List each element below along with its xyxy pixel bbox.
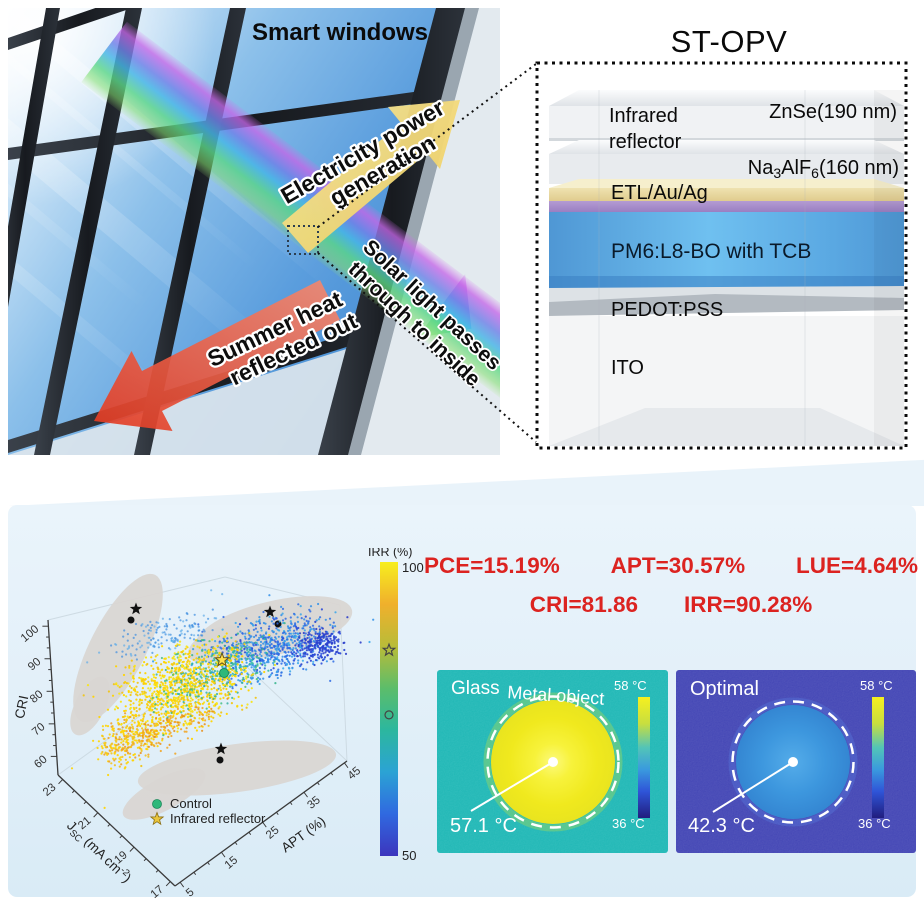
thermal-glass-panel: Glass Metal object 58 °C 36 °C 57.1 °C: [437, 670, 668, 853]
metrics-row1: PCE=15.19% APT=30.57% LUE=4.64%: [424, 553, 918, 579]
zoom-region-box: [287, 225, 319, 255]
z-axis-label: CRI: [12, 694, 31, 720]
layer-znse-top: [549, 90, 904, 106]
rainbow-beam: [81, 21, 500, 444]
device-title: ST-OPV: [671, 24, 788, 59]
side-shade: [874, 90, 904, 446]
layer-purple: [549, 201, 904, 212]
label-cryolite: Na3AlF6(160 nm): [748, 157, 899, 181]
svg-text:5: 5: [184, 886, 197, 899]
temp-reading: 42.3 °C: [688, 815, 755, 837]
svg-text:50: 50: [402, 848, 416, 863]
label-infrared-1: Infrared: [609, 105, 678, 127]
layer-separator: [549, 138, 904, 141]
projection-shadows: [70, 573, 353, 820]
window-photo: [8, 8, 500, 455]
heat-arrow: [94, 280, 340, 431]
window-mullion: [34, 8, 142, 455]
window-mullion: [8, 8, 60, 307]
svg-text:Control: Control: [170, 796, 212, 811]
temp-pointer-line: [712, 761, 794, 813]
label-ito: ITO: [611, 357, 644, 379]
shadow-dot-marker: [216, 756, 224, 764]
shadow-dot-marker: [127, 616, 135, 624]
thermal-colorbar: [872, 697, 884, 818]
y-axis-label: APT (%): [278, 813, 328, 855]
thermal-optimal-panel: Optimal 58 °C 36 °C 42.3 °C: [676, 670, 916, 853]
label-infrared-2: reflector: [609, 131, 682, 153]
zoom-connector-bottom: [317, 252, 537, 443]
window-photo-panel: Smart windows Electricity power generati…: [8, 8, 537, 455]
temp-point: [548, 757, 558, 767]
shadow-star-marker: [263, 605, 277, 618]
scale-max-label: 58 °C: [860, 678, 893, 693]
cool-spot-dashed-outline: [731, 700, 855, 824]
thermal-colorbar: [638, 697, 650, 818]
svg-text:35: 35: [305, 794, 323, 811]
svg-text:23: 23: [41, 781, 59, 798]
layer-etl-top: [549, 179, 904, 188]
beam-arrowhead: [416, 273, 472, 338]
metrics-row2: CRI=81.86 IRR=90.28%: [424, 592, 918, 618]
electricity-arrow: [282, 100, 460, 253]
layer-active: [549, 212, 904, 288]
irr-colorbar: IRR (%)100 50: [368, 548, 424, 863]
device-panel: ST-OPV Infrared reflector ZnSe(190 nm): [535, 24, 908, 450]
shadow-star-marker: [214, 742, 228, 755]
svg-text:90: 90: [26, 656, 44, 673]
optimum-metrics: PCE=15.19% APT=30.57% LUE=4.64% CRI=81.8…: [424, 553, 918, 618]
metric-apt: APT=30.57%: [610, 553, 746, 578]
metric-irr: IRR=90.28%: [684, 592, 813, 617]
thermal-glass-title: Glass: [451, 678, 500, 699]
metric-lue: LUE=4.64%: [796, 553, 918, 578]
scale-min-label: 36 °C: [858, 816, 891, 831]
svg-text:70: 70: [30, 721, 48, 738]
colorbar-star-marker: [381, 642, 397, 657]
thermal-optimal-title: Optimal: [690, 678, 759, 700]
shadow-star-marker: [129, 602, 143, 615]
svg-text:45: 45: [346, 765, 364, 782]
svg-text:Infrared reflector: Infrared reflector: [170, 811, 266, 826]
hot-spot-dashed-outline: [486, 695, 620, 829]
label-znse: ZnSe(190 nm): [769, 101, 897, 123]
svg-text:15: 15: [223, 854, 241, 871]
panel-wedge: [8, 459, 924, 506]
label-pedot: PEDOT:PSS: [611, 299, 723, 321]
layer-cryolite-top: [549, 140, 904, 154]
colorbar-circle-marker: [384, 710, 394, 720]
layer-ito-floor: [549, 408, 904, 446]
layer-etl: [549, 188, 904, 201]
svg-text:25: 25: [264, 824, 282, 841]
window-mullion: [8, 8, 133, 50]
temp-point: [788, 757, 798, 767]
svg-text:21: 21: [76, 815, 94, 832]
svg-text:100: 100: [402, 560, 424, 575]
svg-text:60: 60: [32, 754, 50, 771]
temp-pointer-line: [470, 761, 554, 812]
metric-cri: CRI=81.86: [529, 592, 638, 617]
photo-title: Smart windows: [252, 19, 428, 46]
layer-znse: [549, 106, 904, 138]
metric-pce: PCE=15.19%: [424, 553, 560, 578]
colorbar-title: IRR (%): [368, 548, 412, 559]
label-etl: ETL/Au/Ag: [611, 182, 708, 204]
reflector-marker: [213, 651, 231, 667]
temp-reading: 57.1 °C: [450, 815, 517, 837]
control-marker: [219, 668, 229, 678]
layer-active-edge: [549, 276, 904, 288]
label-active: PM6:L8-BO with TCB: [611, 240, 811, 263]
scale-min-label: 36 °C: [612, 816, 645, 831]
scale-max-label: 58 °C: [614, 678, 647, 693]
device-outline-box: [535, 61, 908, 450]
svg-text:100: 100: [19, 623, 41, 645]
layer-pedot: [549, 294, 904, 316]
point-cloud: [70, 589, 375, 809]
svg-text:17: 17: [149, 884, 167, 901]
